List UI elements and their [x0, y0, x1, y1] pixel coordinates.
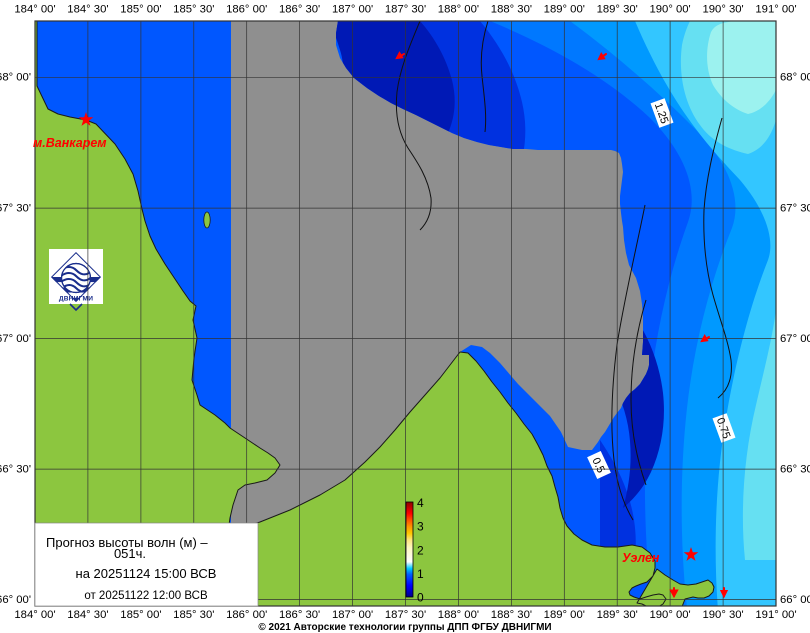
svg-text:Уэлен: Уэлен — [622, 551, 660, 565]
svg-text:191° 00': 191° 00' — [755, 4, 796, 16]
svg-text:67° 30': 67° 30' — [0, 203, 31, 215]
svg-text:4: 4 — [417, 496, 424, 510]
svg-text:186° 30': 186° 30' — [279, 609, 320, 621]
svg-text:189° 30': 189° 30' — [597, 4, 638, 16]
svg-text:3: 3 — [417, 520, 424, 534]
svg-text:184° 30': 184° 30' — [67, 4, 108, 16]
svg-text:185° 30': 185° 30' — [173, 4, 214, 16]
svg-text:66° 00': 66° 00' — [780, 594, 810, 606]
svg-text:190° 30': 190° 30' — [702, 609, 743, 621]
svg-text:188° 30': 188° 30' — [491, 4, 532, 16]
svg-text:190° 30': 190° 30' — [702, 4, 743, 16]
svg-text:187° 30': 187° 30' — [385, 4, 426, 16]
svg-text:185° 30': 185° 30' — [173, 609, 214, 621]
svg-text:051ч.: 051ч. — [114, 546, 146, 561]
svg-text:189° 00': 189° 00' — [544, 4, 585, 16]
svg-text:68° 00': 68° 00' — [0, 72, 31, 84]
svg-text:66° 30': 66° 30' — [780, 464, 810, 476]
svg-text:66° 00': 66° 00' — [0, 594, 31, 606]
svg-text:2: 2 — [417, 543, 424, 557]
svg-text:© 2021 Авторские технологии гр: © 2021 Авторские технологии группы ДПП Ф… — [258, 622, 551, 633]
svg-text:189° 00': 189° 00' — [544, 609, 585, 621]
svg-text:184° 00': 184° 00' — [14, 609, 55, 621]
svg-text:на 20251124 15:00 ВСВ: на 20251124 15:00 ВСВ — [76, 566, 217, 581]
svg-text:190° 00': 190° 00' — [649, 4, 690, 16]
svg-text:188° 00': 188° 00' — [438, 609, 479, 621]
svg-text:186° 30': 186° 30' — [279, 4, 320, 16]
svg-text:1: 1 — [417, 567, 424, 581]
svg-text:186° 00': 186° 00' — [226, 609, 267, 621]
svg-text:187° 00': 187° 00' — [332, 4, 373, 16]
svg-text:184° 00': 184° 00' — [14, 4, 55, 16]
svg-text:187° 30': 187° 30' — [385, 609, 426, 621]
svg-text:185° 00': 185° 00' — [120, 609, 161, 621]
svg-text:68° 00': 68° 00' — [780, 72, 810, 84]
svg-text:0: 0 — [417, 591, 424, 605]
svg-text:185° 00': 185° 00' — [120, 4, 161, 16]
svg-text:186° 00': 186° 00' — [226, 4, 267, 16]
svg-text:67° 00': 67° 00' — [780, 333, 810, 345]
svg-text:184° 30': 184° 30' — [67, 609, 108, 621]
svg-text:67° 30': 67° 30' — [780, 203, 810, 215]
svg-text:м.Ванкарем: м.Ванкарем — [33, 136, 107, 150]
svg-text:от 20251122 12:00 ВСВ: от 20251122 12:00 ВСВ — [84, 590, 208, 602]
svg-text:188° 00': 188° 00' — [438, 4, 479, 16]
svg-text:188° 30': 188° 30' — [491, 609, 532, 621]
svg-text:66° 30': 66° 30' — [0, 464, 31, 476]
svg-text:187° 00': 187° 00' — [332, 609, 373, 621]
svg-text:67° 00': 67° 00' — [0, 333, 31, 345]
svg-text:190° 00': 190° 00' — [649, 609, 690, 621]
svg-text:191° 00': 191° 00' — [755, 609, 796, 621]
svg-text:189° 30': 189° 30' — [597, 609, 638, 621]
